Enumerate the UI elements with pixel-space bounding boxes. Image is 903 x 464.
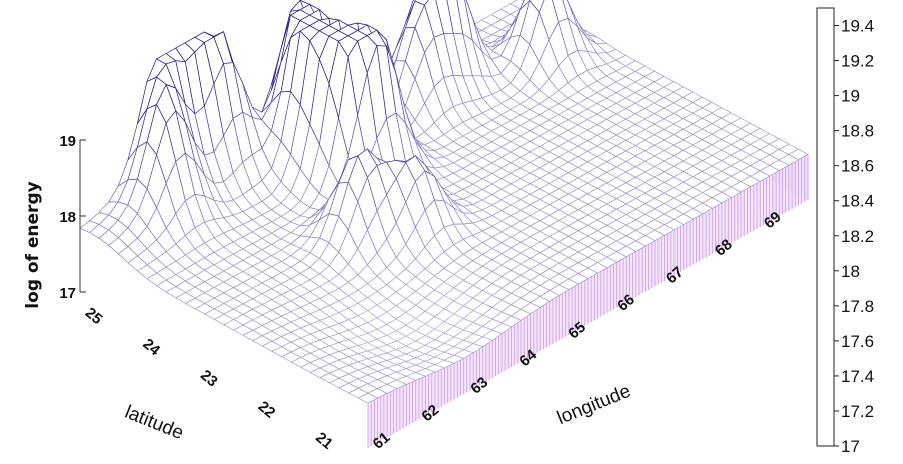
latitude-axis-title: latitude (122, 402, 187, 444)
z-tick-label: 17 (59, 285, 76, 302)
latitude-tick-label: 24 (139, 335, 163, 359)
latitude-tick-label: 23 (197, 367, 221, 391)
longitude-axis-title: longitude (554, 381, 633, 429)
colorbar-tick-label: 18.8 (841, 122, 874, 141)
latitude-tick-label: 21 (312, 429, 336, 453)
colorbar-tick-label: 17.2 (841, 402, 874, 421)
surface-cell (788, 148, 809, 161)
colorbar-tick-label: 17 (841, 437, 860, 456)
colorbar-frame (816, 7, 835, 447)
colorbar-tick-label: 19.2 (841, 52, 874, 71)
colorbar-tick-label: 19.4 (841, 17, 874, 36)
colorbar-tick-label: 18 (841, 262, 860, 281)
latitude-tick-label: 25 (82, 304, 106, 328)
colorbar-tick-label: 18.6 (841, 157, 874, 176)
z-tick-label: 19 (59, 133, 76, 150)
energy-axis-title: log of energy (23, 181, 43, 308)
colorbar: 17 17.2 17.4 17.6 17.8 18 18.2 18.4 18.6 18.8 19 19… (816, 7, 874, 456)
colorbar-tick-label: 18.4 (841, 192, 874, 211)
colorbar-tick-label: 17.4 (841, 367, 874, 386)
colorbar-tick-label: 17.8 (841, 297, 874, 316)
z-tick-label: 18 (59, 209, 76, 226)
colorbar-tick-label: 18.2 (841, 227, 874, 246)
colorbar-tick-label: 17.6 (841, 332, 874, 351)
latitude-tick-label: 22 (255, 398, 279, 422)
surface-cell (519, 0, 531, 10)
front-face-hatching (367, 154, 809, 448)
colorbar-tick-label: 19 (841, 87, 860, 106)
surface-mesh-layer (79, 0, 809, 404)
